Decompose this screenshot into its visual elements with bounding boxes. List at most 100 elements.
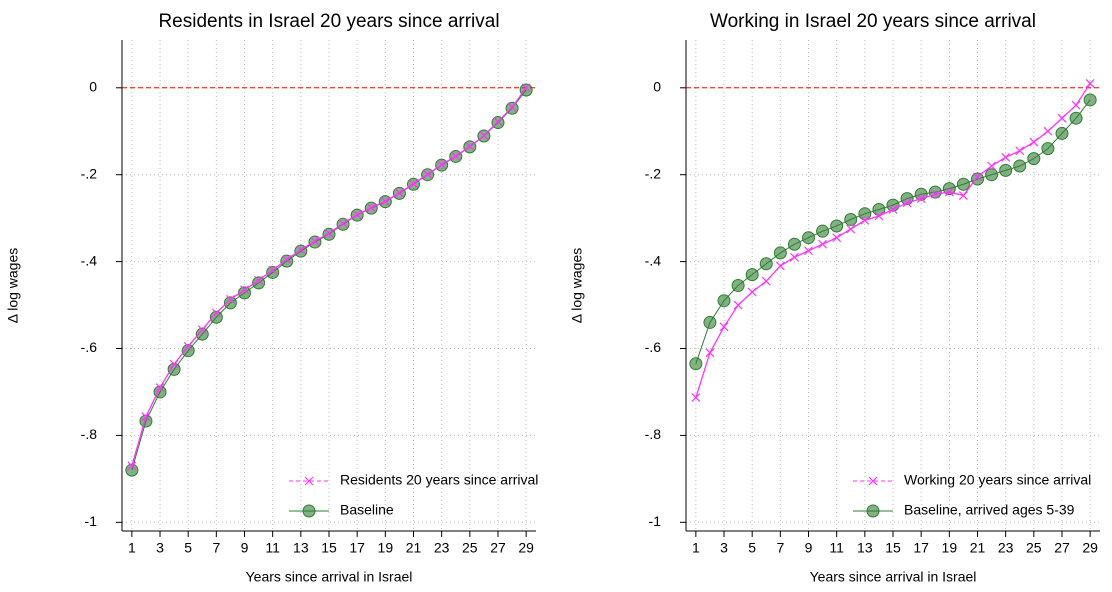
- point: [999, 163, 1013, 177]
- point: [775, 261, 785, 271]
- point: [846, 224, 856, 234]
- point: [296, 245, 306, 255]
- point: [804, 246, 813, 256]
- x-tick-label: 19: [378, 540, 394, 556]
- point: [338, 218, 348, 228]
- y-tick-label: -.4: [81, 252, 98, 268]
- legend-marker: [302, 504, 316, 518]
- point: [787, 237, 801, 251]
- point: [1041, 142, 1055, 156]
- point: [1027, 152, 1041, 166]
- x-tick-label: 5: [184, 540, 192, 556]
- point: [790, 252, 799, 262]
- point: [1013, 159, 1027, 173]
- x-axis-label: Years since arrival in Israel: [810, 569, 977, 585]
- point: [719, 322, 729, 332]
- point: [308, 235, 322, 249]
- point: [310, 236, 320, 246]
- point: [970, 172, 984, 186]
- point: [985, 168, 999, 182]
- x-tick-label: 11: [265, 540, 280, 556]
- x-tick-label: 5: [748, 540, 756, 556]
- x-tick-label: 21: [970, 540, 986, 556]
- point: [761, 276, 771, 286]
- y-tick-label: -1: [649, 513, 662, 529]
- point: [916, 194, 926, 204]
- point: [745, 268, 759, 282]
- point: [409, 179, 418, 189]
- point: [141, 412, 151, 422]
- point: [195, 327, 209, 341]
- chart-title: Residents in Israel 20 years since arriv…: [158, 11, 499, 32]
- point: [1083, 93, 1097, 107]
- point: [733, 300, 743, 310]
- x-tick-label: 23: [434, 540, 450, 556]
- point: [254, 275, 264, 285]
- point: [268, 265, 278, 275]
- point: [731, 279, 745, 292]
- point: [226, 294, 235, 304]
- point: [1055, 126, 1069, 140]
- point: [818, 239, 828, 249]
- point: [973, 172, 982, 182]
- x-tick-label: 25: [462, 540, 478, 556]
- point: [703, 315, 717, 329]
- legend-marker: [866, 504, 880, 518]
- point: [181, 344, 195, 358]
- x-tick-label: 9: [805, 540, 813, 556]
- point: [930, 189, 940, 199]
- point: [691, 393, 701, 403]
- point: [858, 207, 872, 221]
- x-tick-label: 17: [913, 540, 929, 556]
- x-tick-label: 11: [829, 540, 844, 556]
- point: [759, 257, 773, 271]
- point: [942, 182, 956, 196]
- point: [252, 276, 266, 290]
- legend-label: Baseline: [340, 502, 394, 518]
- y-tick-label: 0: [89, 78, 97, 94]
- legend-marker: [868, 476, 878, 486]
- point: [366, 203, 376, 213]
- point: [944, 187, 954, 197]
- x-tick-label: 27: [1054, 540, 1070, 556]
- point: [266, 265, 280, 279]
- point: [928, 185, 942, 199]
- point: [451, 151, 461, 161]
- legend-marker: [304, 476, 314, 486]
- point: [830, 219, 844, 233]
- point: [705, 348, 715, 358]
- x-tick-label: 29: [518, 540, 534, 556]
- x-tick-label: 13: [293, 540, 309, 556]
- y-axis-label: Δ log wages: [5, 248, 21, 324]
- y-tick-label: -.2: [81, 165, 98, 181]
- legend-label: Working 20 years since arrival: [904, 472, 1091, 488]
- point: [832, 233, 842, 243]
- point: [1071, 100, 1081, 110]
- point: [1015, 146, 1025, 156]
- x-tick-label: 19: [942, 540, 958, 556]
- x-tick-label: 15: [885, 540, 901, 556]
- point: [1043, 126, 1053, 136]
- point: [874, 211, 884, 221]
- point: [493, 117, 503, 127]
- point: [223, 296, 237, 310]
- point: [689, 357, 703, 371]
- x-tick-label: 13: [857, 540, 873, 556]
- y-tick-label: -.8: [81, 426, 98, 442]
- point: [127, 461, 137, 471]
- point: [1029, 137, 1039, 147]
- point: [521, 83, 531, 93]
- legend-label: Baseline, arrived ages 5-39: [904, 502, 1075, 518]
- point: [155, 383, 165, 393]
- point: [139, 414, 153, 428]
- point: [987, 161, 996, 171]
- y-tick-label: -.4: [645, 252, 662, 268]
- x-tick-label: 25: [1026, 540, 1042, 556]
- point: [380, 196, 390, 206]
- point: [956, 177, 970, 191]
- y-tick-label: -.8: [645, 426, 662, 442]
- point: [902, 198, 912, 208]
- point: [860, 215, 870, 225]
- chart-title: Working in Israel 20 years since arrival: [710, 11, 1036, 32]
